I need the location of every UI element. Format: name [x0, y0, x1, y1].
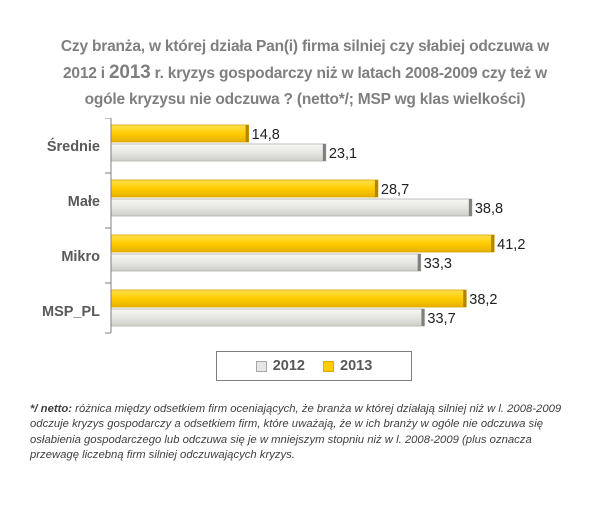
- legend-swatch-2013: [323, 360, 334, 372]
- title-line-3: ogóle kryzysu nie odczuwa ? (netto*/; MS…: [84, 91, 526, 108]
- bar-edge-2012-3: [421, 309, 425, 326]
- category-label-1: Małe: [68, 194, 100, 210]
- bar-edge-2012-0: [322, 144, 326, 161]
- legend-label-2012: 2012: [272, 358, 305, 374]
- legend-item-2013: 2013: [323, 358, 372, 374]
- legend-label-2013: 2013: [340, 358, 373, 374]
- bar-2013-1: [110, 179, 379, 198]
- bar-edge-2013-1: [374, 180, 378, 197]
- bar-2012-0: [110, 143, 327, 162]
- bar-edge-2013-3: [463, 290, 467, 307]
- value-label-2013-3: 38,2: [469, 292, 497, 308]
- bar-2013-3: [110, 289, 467, 308]
- legend-swatch-2012: [255, 360, 267, 372]
- title-line-1: Czy branża, w której działa Pan(i) firma…: [60, 38, 550, 55]
- value-label-2012-3: 33,7: [427, 311, 455, 327]
- value-label-2012-2: 33,3: [424, 256, 452, 272]
- footnote: */ netto: różnica między odsetkiem firm …: [30, 402, 575, 464]
- category-label-0: Średnie: [47, 137, 100, 155]
- footnote-text: różnica między odsetkiem firm oceniający…: [30, 403, 562, 462]
- bar-edge-2013-2: [491, 235, 495, 252]
- category-label-2: Mikro: [61, 249, 100, 265]
- bar-2012-2: [110, 253, 422, 272]
- value-label-2012-0: 23,1: [329, 146, 357, 162]
- category-label-3: MSP_PL: [42, 304, 100, 320]
- chart-title: Czy branża, w której działa Pan(i) firma…: [40, 34, 570, 113]
- bar-edge-2012-2: [417, 254, 421, 271]
- value-label-2013-1: 28,7: [381, 182, 409, 198]
- legend: 2012 2013: [216, 351, 412, 381]
- value-label-2012-1: 38,8: [475, 201, 503, 217]
- value-label-2013-2: 41,2: [497, 237, 525, 253]
- bar-2013-2: [110, 234, 495, 253]
- legend-item-2012: 2012: [255, 358, 305, 374]
- value-label-2013-0: 14,8: [252, 127, 280, 143]
- footnote-lead: */ netto:: [30, 403, 73, 415]
- bar-chart: 14,8 23,1 Średnie 28,7 38,8 Małe 41,2 33,3 Mikro…: [42, 118, 525, 334]
- bar-2013-0: [110, 124, 250, 143]
- bar-edge-2012-1: [468, 199, 472, 216]
- bar-edge-2013-0: [245, 125, 249, 142]
- title-year: 2013: [109, 62, 151, 83]
- title-line-2-pre: 2012 i: [63, 65, 110, 82]
- bar-2012-3: [110, 308, 425, 327]
- title-line-2-post: r. kryzys gospodarczy niż w latach 2008-…: [150, 65, 548, 82]
- bar-2012-1: [110, 198, 473, 217]
